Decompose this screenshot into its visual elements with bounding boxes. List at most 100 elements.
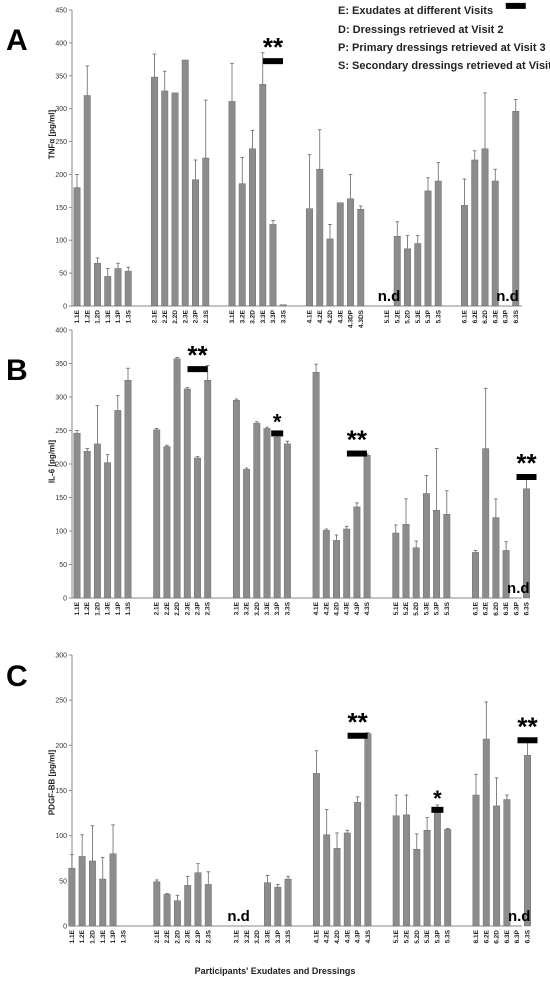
panel-c-category-label: 4.2D [334,930,341,944]
panel-c-category-label: 5.2E [404,929,411,943]
panel-c-bar [323,834,331,927]
panel-b-category-label: 2.2E [164,601,171,615]
panel-a-category-label: 2.1E [152,309,159,323]
panel-c-bar [78,856,86,927]
panel-b-category-label: 3.3E [264,601,271,615]
panel-a-category-label: 3.1E [229,309,236,323]
panel-c-category-label: 1.3S [120,929,127,943]
panel-b-category-label: 3.3P [274,601,281,615]
panel-b-ytick-label: 150 [55,495,67,502]
panel-b-ytick-label: 300 [55,395,67,402]
panel-c-category-label: 1.3E [100,929,107,943]
legend-entry-secondary-dressings: S: Secondary dressings retrieved at Visi… [338,60,550,72]
panel-b-ytick-label: 250 [55,428,67,435]
panel-b-category-label: 1.3P [115,601,122,615]
panel-a-ytick-label: 150 [55,205,67,212]
panel-c-bar [109,853,117,927]
panel-a-category-label: 6.2E [472,309,479,323]
panel-a-bar [326,238,334,307]
panel-a-category-label: 3.2D [250,310,257,324]
panel-a-category-label: 2.2E [162,309,169,323]
panel-c-bar [433,808,441,927]
panel-c-significance-bar [431,806,444,813]
panel-b-category-label: 4.2D [334,602,341,616]
panel-a-category-label: 1.1E [74,309,81,323]
panel-c-nd-label: n.d [508,908,531,925]
panel-c-category-label: 4.2E [324,929,331,943]
panel-c-category-label: 2.3P [195,929,202,943]
panel-b-bar [73,432,81,599]
panel-a-category-label: 1.3S [125,309,132,323]
panel-b-category-label: 6.2D [493,602,500,616]
panel-c-bar [343,832,351,927]
panel-c-bar [184,885,192,927]
panel-a-bar [471,159,479,307]
panel-c-bar [413,848,421,927]
panel-b-category-label: 2.3P [195,601,202,615]
panel-c-category-label: 2.1E [154,929,161,943]
panel-a-bar [228,101,236,307]
panel-b-significance-bar [346,450,367,457]
panel-c-significance-bar [347,732,368,739]
panel-a-bar [94,262,101,307]
panel-b-category-label: 1.3S [125,601,132,615]
panel-a-ytick-label: 100 [55,238,67,245]
panel-b-category-label: 3.2D [254,602,261,616]
panel-b-category-label: 6.1E [473,601,480,615]
panel-b-category-label: 6.3P [513,601,520,615]
panel-c-ylabel: PDGF-BB [pg/ml] [47,749,57,816]
panel-a-category-label: 5.1E [384,309,391,323]
panel-b-category-label: 2.2D [174,602,181,616]
panel-a-significance-bar [263,58,283,65]
panel-a-significance-bar [505,2,526,9]
panel-b-bar [153,429,161,599]
panel-c-bar [423,829,431,927]
panel-a-bar [357,209,365,307]
panel-b-significance-bar [271,430,284,437]
panel-a-bar [83,95,91,307]
panel-a-category-label: 3.3E [260,309,267,323]
panel-a-ytick-label: 0 [63,304,67,311]
panel-b-bar [353,506,361,599]
panel-c-bar [153,881,161,927]
panel-c-category-label: 2.2D [174,930,181,944]
panel-a-bar [151,76,158,307]
panel-c-category-label: 1.1E [69,929,76,943]
panel-a-bar [461,205,468,307]
panel-b-category-label: 1.2D [94,602,101,616]
panel-a-category-label: 2.3S [203,309,210,323]
panel-b-bar [333,540,340,599]
panel-b-bar [232,400,240,599]
panel-c-category-label: 6.2E [483,929,490,943]
panel-a-bar [269,224,277,307]
panel-b-category-label: 5.3S [444,601,451,615]
panel-c-bar [204,884,212,927]
panel-c-category-label: 1.3P [110,929,117,943]
panel-c-bar [354,801,362,927]
panel-b-category-label: 6.3S [524,601,531,615]
panel-a-bar [306,208,313,307]
panel-b-category-label: 2.3E [184,601,191,615]
panel-c-category-label: 3.1E [234,929,241,943]
panel-c-category-label: 5.1E [393,929,400,943]
panel-a-ytick-label: 400 [55,40,67,47]
panel-a-bar [481,148,489,307]
panel-c-category-label: 3.3S [285,929,292,943]
panel-a-category-label: 6.1E [462,309,469,323]
panel-c-category-label: 2.3E [185,929,192,943]
panel-a-bar [73,187,81,307]
panel-c-category-label: 3.2E [244,929,251,943]
panel-a-bar [192,179,199,307]
panel-a-bar [249,148,256,307]
panel-c-bar [194,872,202,927]
panel-a-category-label: 6.3S [513,309,520,323]
panel-b-bar [392,532,400,599]
panel-b-bar [104,462,112,599]
panel-a-bar [238,183,246,307]
panel-c-category-label: 6.1E [473,929,480,943]
panel-a-category-label: 2.3P [193,309,200,323]
panel-b-category-label: 3.1E [233,601,240,615]
panel-a-category-label: 4.2D [327,310,334,324]
panel-b-category-label: 5.3E [423,601,430,615]
